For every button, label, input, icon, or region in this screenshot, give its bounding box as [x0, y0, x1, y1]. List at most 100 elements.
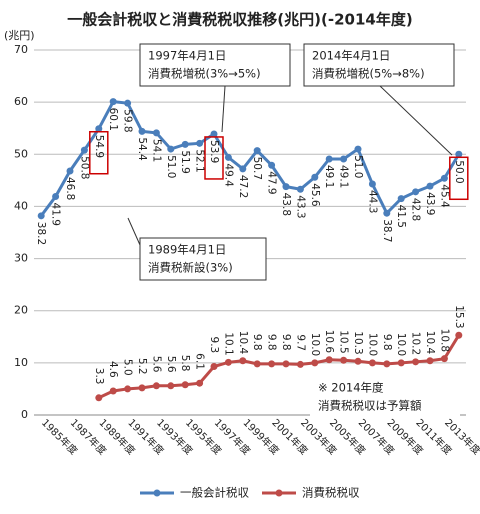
data-label: 47.2	[237, 175, 249, 198]
point	[282, 360, 290, 368]
point	[340, 356, 348, 364]
data-label: 15.3	[453, 305, 465, 328]
data-label: 10.1	[222, 332, 234, 355]
point	[95, 125, 103, 133]
data-label: 10.6	[323, 330, 335, 354]
data-label: 54.4	[136, 137, 148, 161]
annotation-box	[303, 43, 455, 87]
point	[109, 98, 117, 106]
data-label: 6.1	[194, 353, 206, 370]
point	[383, 209, 391, 217]
point	[412, 358, 420, 366]
y-tick-label: 0	[21, 408, 28, 421]
callout-line	[127, 217, 141, 246]
point	[95, 394, 103, 402]
point	[152, 129, 160, 137]
y-tick-label: 60	[14, 95, 28, 108]
data-label: 52.1	[194, 149, 206, 172]
annotation-text: 消費税新設(3%)	[148, 261, 233, 275]
y-tick-label: 70	[14, 43, 28, 56]
point	[296, 360, 304, 368]
legend-marker	[275, 489, 283, 497]
y-axis-label: (兆円)	[4, 29, 35, 42]
callout-line	[221, 85, 226, 133]
point	[397, 195, 405, 203]
point	[368, 180, 376, 188]
point	[311, 359, 319, 367]
point	[354, 145, 362, 153]
data-label: 41.9	[50, 203, 62, 226]
y-tick-label: 20	[14, 304, 28, 317]
point	[167, 145, 175, 153]
point	[412, 188, 420, 196]
point	[138, 127, 146, 135]
point	[340, 155, 348, 163]
point	[268, 360, 276, 368]
data-label: 10.3	[352, 331, 364, 354]
annotation-box	[139, 43, 291, 87]
annotation-text: 消費税増税(3%→5%)	[148, 67, 261, 81]
data-label: 54.9	[93, 135, 105, 158]
point	[455, 331, 463, 339]
y-tick-label: 50	[14, 147, 28, 160]
data-label: 49.1	[323, 165, 335, 188]
y-tick-label: 10	[14, 356, 28, 369]
annotation-text: 2014年4月1日	[312, 49, 390, 63]
data-label: 9.7	[294, 334, 306, 351]
data-label: 45.4	[438, 184, 450, 208]
point	[210, 130, 218, 138]
data-label: 5.6	[150, 356, 162, 373]
data-label: 43.8	[280, 193, 292, 216]
callout-line	[379, 85, 453, 156]
data-label: 10.5	[338, 330, 350, 353]
point	[196, 379, 204, 387]
point	[455, 150, 463, 158]
data-label: 50.8	[78, 156, 90, 179]
point	[282, 183, 290, 191]
point	[354, 357, 362, 365]
data-label: 5.0	[122, 359, 134, 376]
annotation-text: 1997年4月1日	[148, 49, 226, 63]
point	[253, 360, 261, 368]
data-label: 59.8	[122, 109, 134, 132]
point	[109, 387, 117, 395]
point	[325, 155, 333, 163]
data-label: 9.8	[280, 334, 292, 351]
data-label: 10.2	[410, 332, 422, 355]
point	[426, 182, 434, 190]
data-label: 42.8	[410, 198, 422, 221]
highlight-box	[89, 130, 109, 175]
point	[224, 153, 232, 161]
data-label: 3.3	[93, 368, 105, 385]
data-label: 41.5	[395, 205, 407, 228]
point	[167, 382, 175, 390]
data-label: 10.8	[438, 329, 450, 352]
data-label: 47.9	[266, 171, 278, 194]
data-label: 10.0	[309, 333, 321, 356]
point	[224, 358, 232, 366]
data-label: 38.2	[35, 222, 47, 245]
data-label: 9.8	[251, 334, 263, 351]
data-label: 51.0	[165, 155, 177, 178]
highlight-box	[204, 136, 224, 180]
point	[368, 359, 376, 367]
point	[311, 173, 319, 181]
point	[52, 193, 60, 201]
data-label: 10.0	[395, 333, 407, 356]
point	[397, 359, 405, 367]
data-label: 9.3	[208, 337, 220, 354]
data-label: 5.2	[136, 358, 148, 375]
point	[325, 356, 333, 364]
data-label: 51.9	[179, 150, 191, 173]
data-label: 10.0	[366, 333, 378, 356]
legend-marker	[153, 489, 161, 497]
point	[383, 360, 391, 368]
data-label: 43.3	[294, 195, 306, 218]
point	[124, 385, 132, 393]
data-label: 10.4	[424, 331, 436, 355]
data-label: 9.8	[266, 334, 278, 351]
point	[239, 165, 247, 173]
point	[296, 185, 304, 193]
data-label: 49.1	[338, 165, 350, 188]
